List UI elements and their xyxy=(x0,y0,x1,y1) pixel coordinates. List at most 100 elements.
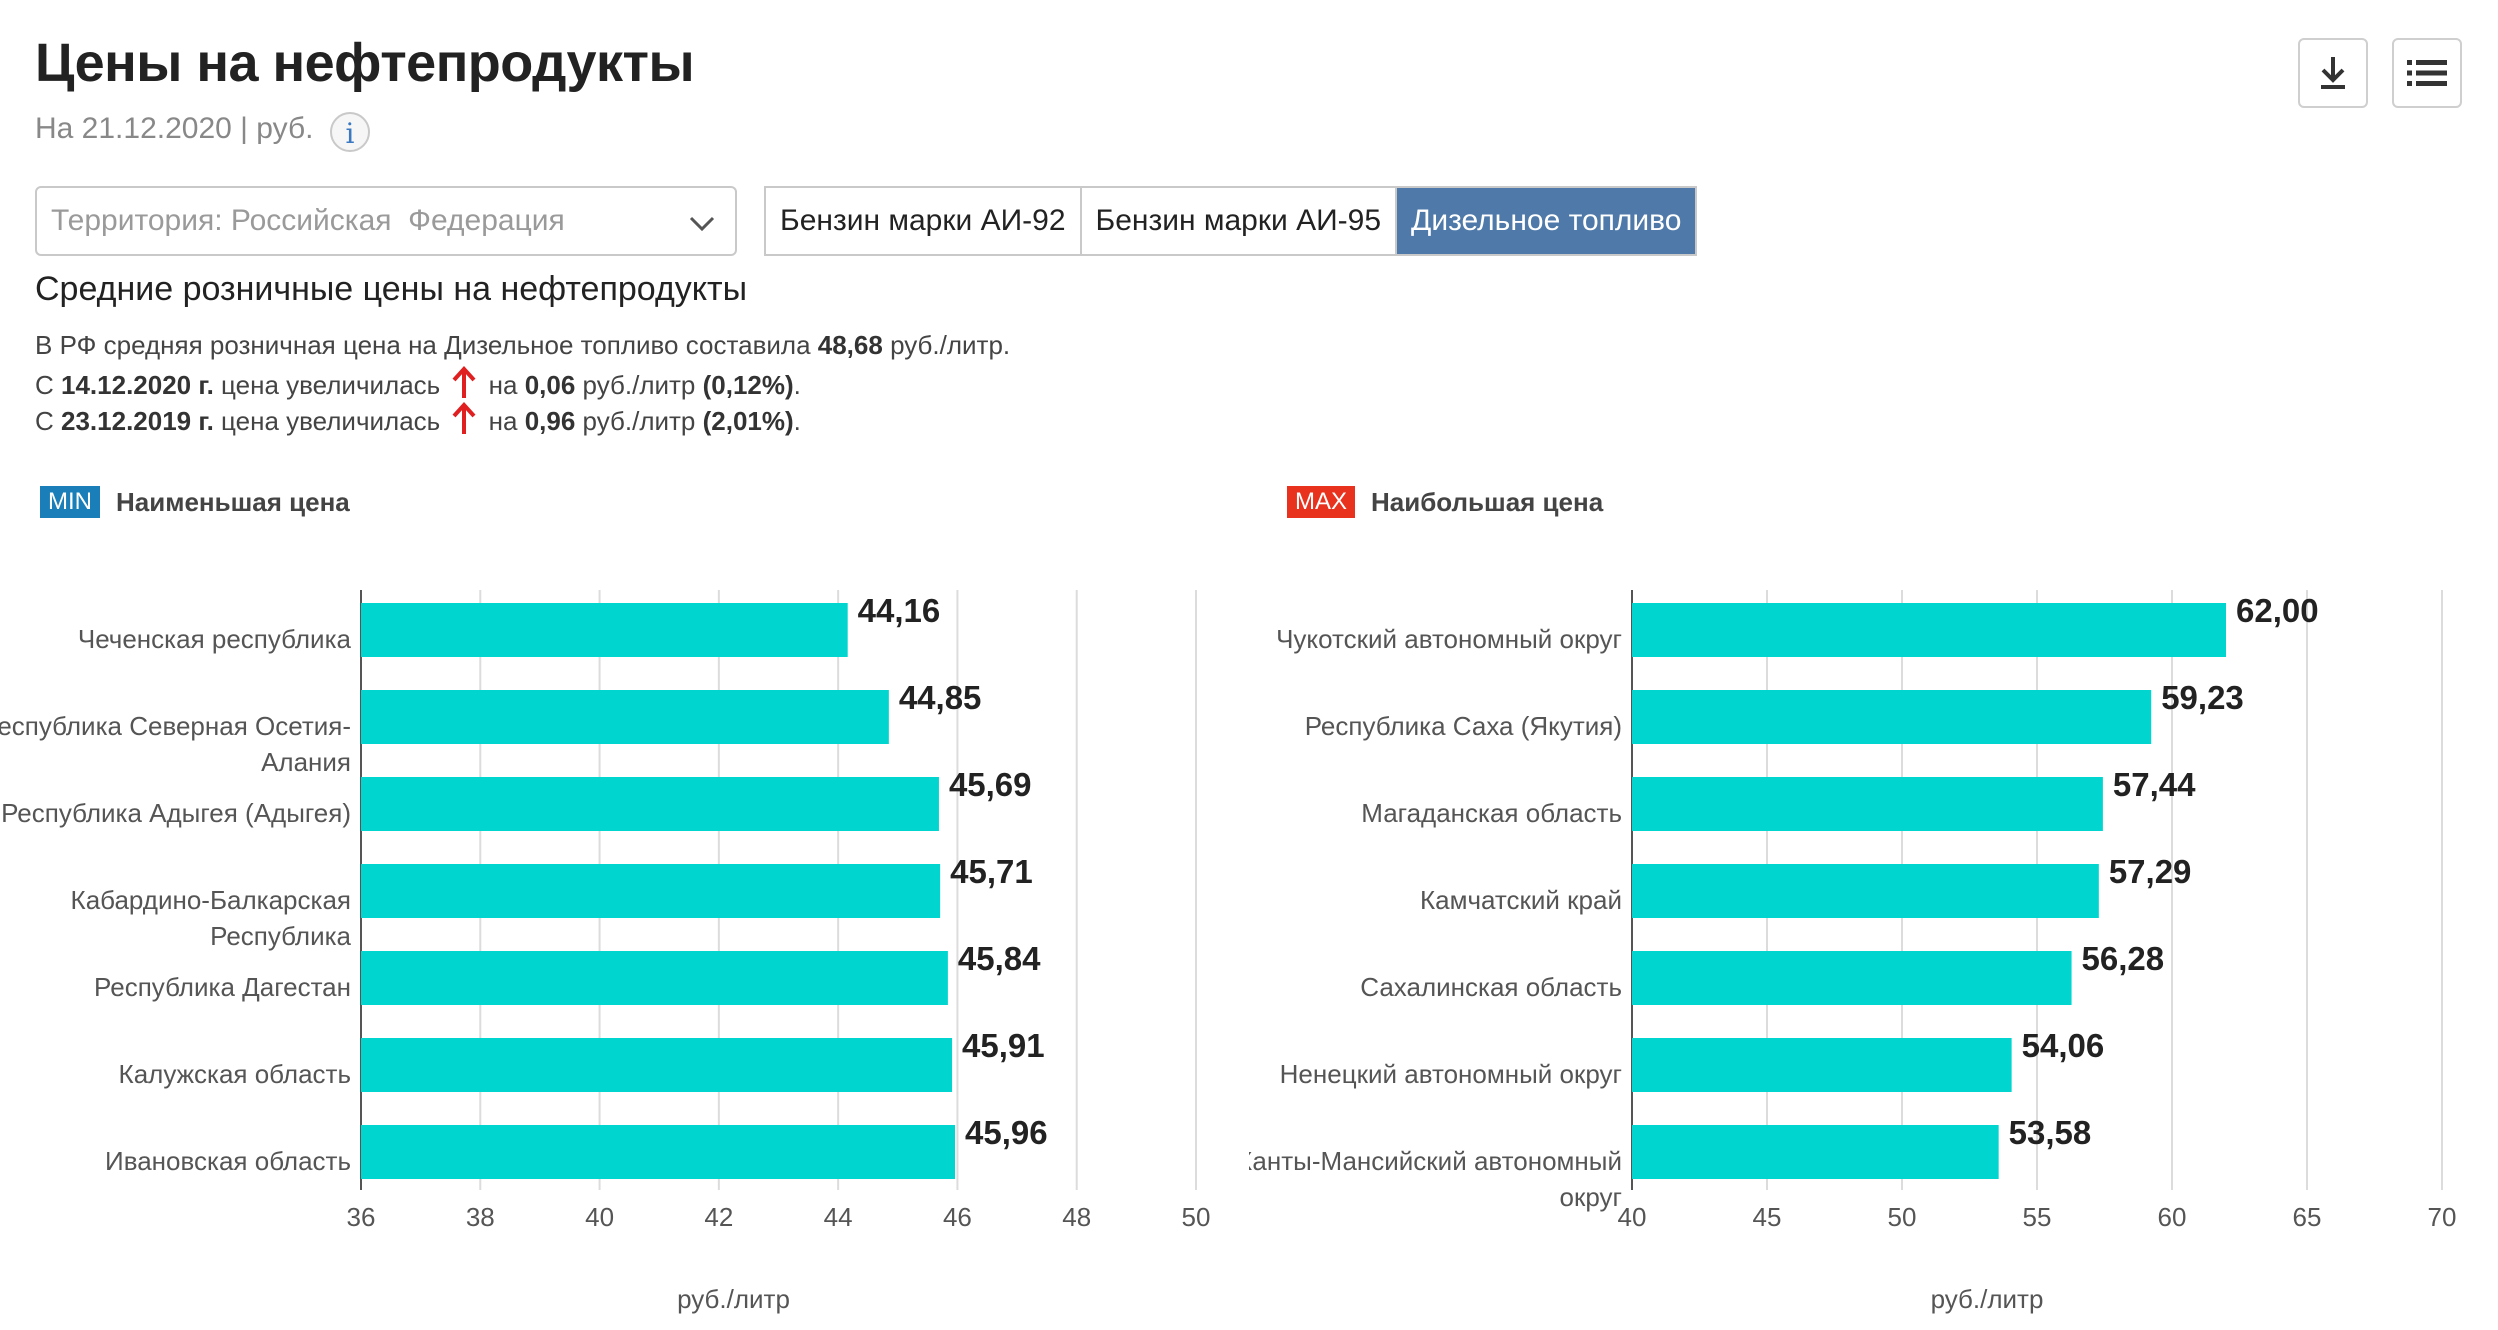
summary-percent: (2,01%) xyxy=(702,406,794,436)
max-chart-title: Наибольшая цена xyxy=(1371,486,1604,517)
category-label: Республика Дагестан xyxy=(94,972,351,1002)
summary-text: цена увеличилась xyxy=(213,370,448,400)
tab-ai95[interactable]: Бензин марки АИ-95 xyxy=(1081,188,1397,254)
bar xyxy=(1632,777,2103,831)
tab-ai92[interactable]: Бензин марки АИ-92 xyxy=(766,188,1082,254)
territory-select[interactable]: Территория: Российская Федерация xyxy=(35,186,737,256)
x-tick-label: 40 xyxy=(1618,1202,1647,1232)
category-label: Кабардино-Балкарская xyxy=(71,885,351,915)
info-icon[interactable]: i xyxy=(330,112,370,152)
x-tick-label: 65 xyxy=(2293,1202,2322,1232)
category-label: округ xyxy=(1560,1182,1623,1212)
summary-text: . xyxy=(793,370,801,400)
bar-value-label: 57,44 xyxy=(2113,766,2196,803)
page-title: Цены на нефтепродукты xyxy=(35,33,695,93)
x-tick-label: 38 xyxy=(466,1202,495,1232)
bar xyxy=(361,1125,956,1179)
summary-value: 48,68 xyxy=(817,330,883,360)
summary-date: 23.12.2019 г. xyxy=(61,406,214,436)
arrow-up-icon xyxy=(452,366,476,398)
summary-date: 14.12.2020 г. xyxy=(61,370,214,400)
summary-value: 0,96 xyxy=(524,406,576,436)
bar xyxy=(361,777,939,831)
bar xyxy=(1632,1125,1999,1179)
bar xyxy=(1632,951,2072,1005)
max-badge: MAX xyxy=(1287,486,1356,518)
bar-value-label: 45,69 xyxy=(949,766,1032,803)
bar xyxy=(1632,864,2099,918)
summary-text: руб./литр xyxy=(575,370,703,400)
category-label: Камчатский край xyxy=(1420,885,1622,915)
x-tick-label: 36 xyxy=(347,1202,376,1232)
category-label: Алания xyxy=(261,747,351,777)
bar xyxy=(1632,603,2226,657)
bar-value-label: 53,58 xyxy=(2009,1114,2092,1151)
summary-text: С xyxy=(35,370,61,400)
bar-value-label: 45,96 xyxy=(965,1114,1048,1151)
summary-percent: (0,12%) xyxy=(702,370,794,400)
summary-text: руб./литр xyxy=(575,406,703,436)
bar-value-label: 54,06 xyxy=(2022,1027,2105,1064)
summary-year-change: С 23.12.2019 г. цена увеличилась на 0,96… xyxy=(35,402,801,437)
min-chart-title: Наименьшая цена xyxy=(116,486,350,517)
x-tick-label: 60 xyxy=(2158,1202,2187,1232)
bar xyxy=(361,951,948,1005)
category-label: Республика Саха (Якутия) xyxy=(1305,711,1622,741)
arrow-up-icon xyxy=(452,402,476,434)
bar xyxy=(361,1038,953,1092)
bar-value-label: 45,84 xyxy=(958,940,1041,977)
category-label: Чукотский автономный округ xyxy=(1276,624,1622,654)
download-icon xyxy=(2321,57,2345,89)
category-label: Республика Северная Осетия- xyxy=(0,711,351,741)
summary-text: С xyxy=(35,406,61,436)
summary-average: В РФ средняя розничная цена на Дизельное… xyxy=(35,330,1010,361)
x-tick-label: 48 xyxy=(1062,1202,1091,1232)
bar-value-label: 57,29 xyxy=(2109,853,2192,890)
x-tick-label: 50 xyxy=(1182,1202,1211,1232)
bar-value-label: 62,00 xyxy=(2236,592,2319,629)
category-label: Магаданская область xyxy=(1361,798,1622,828)
x-tick-label: 46 xyxy=(943,1202,972,1232)
max-price-chart: 40 45 50 55 60 65 70 62,00 Чукотский автономный … xyxy=(1249,590,2456,1314)
max-chart-header: MAX Наибольшая цена xyxy=(1287,486,1603,518)
category-label: Республика Адыгея (Адыгея) xyxy=(1,798,351,828)
summary-week-change: С 14.12.2020 г. цена увеличилась на 0,06… xyxy=(35,366,801,401)
x-tick-label: 50 xyxy=(1888,1202,1917,1232)
chevron-down-icon xyxy=(689,216,715,232)
x-axis-label: руб./литр xyxy=(1931,1284,2044,1314)
min-price-chart: 36 38 40 42 44 46 48 50 44,16 Чеченская республик… xyxy=(0,590,1211,1314)
category-label: Республика xyxy=(210,921,351,951)
bar-value-label: 45,71 xyxy=(950,853,1033,890)
download-button[interactable] xyxy=(2298,38,2368,108)
bar-value-label: 44,85 xyxy=(899,679,982,716)
page-subtitle: На 21.12.2020 | руб. xyxy=(35,112,314,145)
bar-value-label: 44,16 xyxy=(858,592,941,629)
summary-text: В РФ средняя розничная цена на Дизельное… xyxy=(35,330,818,360)
menu-button[interactable] xyxy=(2392,38,2462,108)
bar xyxy=(1632,690,2152,744)
category-label: Чеченская республика xyxy=(78,624,352,654)
summary-value: 0,06 xyxy=(524,370,576,400)
summary-text: на xyxy=(481,370,525,400)
summary-text: . xyxy=(793,406,801,436)
bar-value-label: 59,23 xyxy=(2161,679,2244,716)
x-tick-label: 44 xyxy=(824,1202,853,1232)
tab-diesel[interactable]: Дизельное топливо xyxy=(1397,188,1696,254)
summary-text: руб./литр. xyxy=(882,330,1011,360)
x-tick-label: 42 xyxy=(704,1202,733,1232)
bar xyxy=(361,864,941,918)
category-label: Калужская область xyxy=(119,1059,351,1089)
bar xyxy=(1632,1038,2012,1092)
bar-value-label: 45,91 xyxy=(962,1027,1045,1064)
category-label: Ненецкий автономный округ xyxy=(1280,1059,1622,1089)
fuel-type-tabs: Бензин марки АИ-92 Бензин марки АИ-95 Ди… xyxy=(764,186,1698,256)
bar-value-label: 56,28 xyxy=(2082,940,2165,977)
category-label: Ханты-Мансийский автономный xyxy=(1249,1146,1622,1176)
bar xyxy=(361,690,889,744)
category-label: Ивановская область xyxy=(105,1146,351,1176)
x-tick-label: 40 xyxy=(585,1202,614,1232)
section-title: Средние розничные цены на нефтепродукты xyxy=(35,270,748,308)
x-tick-label: 45 xyxy=(1753,1202,1782,1232)
territory-select-value: Территория: Российская Федерация xyxy=(51,204,565,237)
min-badge: MIN xyxy=(40,486,100,518)
